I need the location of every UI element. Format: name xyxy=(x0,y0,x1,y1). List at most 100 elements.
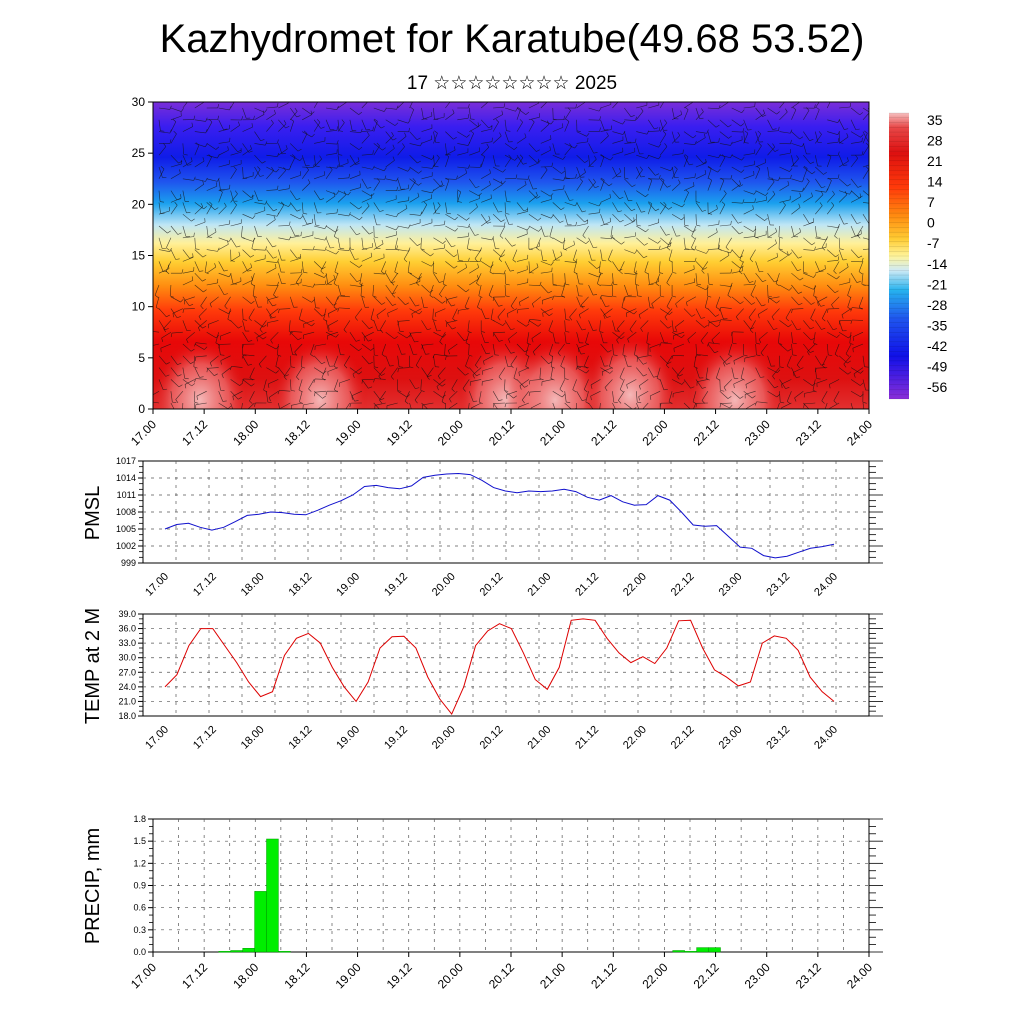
y-tick-label: 1017 xyxy=(116,456,136,466)
x-tick-label: 22.12 xyxy=(669,571,697,599)
precip-bar xyxy=(708,947,721,953)
warm-zone xyxy=(687,340,783,409)
x-tick-label: 23.12 xyxy=(764,571,792,599)
x-tick-label: 19.00 xyxy=(334,724,362,752)
chart-subtitle: 17 ☆☆☆☆☆☆☆☆ 2025 xyxy=(406,73,618,94)
x-tick-label: 20.00 xyxy=(430,724,458,752)
x-tick-label: 19.00 xyxy=(333,417,364,448)
colorbar-labels: 35 28 21 14 7 0 -7 -14 -21 -28 -35 -42 -49 -56 xyxy=(927,112,947,395)
x-tick-label: 23.00 xyxy=(742,417,773,448)
x-tick-label: 23.12 xyxy=(793,960,824,991)
colorbar-label: 0 xyxy=(927,215,935,231)
y-tick-label: 30 xyxy=(132,95,146,109)
colorbar-label: 28 xyxy=(927,133,943,149)
wind-barbs xyxy=(153,102,869,409)
x-tick-label: 24.00 xyxy=(812,571,840,599)
y-tick-label: 27.0 xyxy=(118,667,136,677)
y-tick-label: 33.0 xyxy=(118,638,136,648)
y-tick-label: 0.9 xyxy=(133,881,146,891)
x-tick-label: 17.00 xyxy=(143,724,171,752)
x-tick-label: 20.12 xyxy=(486,417,517,448)
y-tick-label: 36.0 xyxy=(118,624,136,634)
x-tick-label: 23.00 xyxy=(742,960,773,991)
colorbar-label: -14 xyxy=(927,256,947,272)
x-tick-label: 22.00 xyxy=(621,571,649,599)
x-tick-label: 18.00 xyxy=(239,571,267,599)
warm-zone xyxy=(582,335,678,409)
x-tick-label: 23.12 xyxy=(764,724,792,752)
y-tick-label: 30.0 xyxy=(118,653,136,663)
colorbar-scale xyxy=(889,113,909,399)
x-tick-label: 17.00 xyxy=(128,417,159,448)
y-tick-label: 0 xyxy=(138,402,145,416)
x-tick-label: 19.12 xyxy=(382,571,410,599)
x-tick-label: 23.12 xyxy=(793,417,824,448)
colorbar-label: -35 xyxy=(927,317,947,333)
colorbar-label: -49 xyxy=(927,358,947,374)
precip-bar xyxy=(672,950,685,953)
colorbar-label: 35 xyxy=(927,112,943,128)
colorbar-label: -42 xyxy=(927,338,947,354)
x-tick-label: 22.00 xyxy=(621,724,649,752)
temp-series-line xyxy=(164,618,835,716)
x-tick-label: 18.12 xyxy=(287,724,315,752)
pmsl-series-line xyxy=(164,472,835,559)
x-tick-label: 21.00 xyxy=(537,960,568,991)
x-tick-label: 17.00 xyxy=(143,571,171,599)
colorbar-label: -28 xyxy=(927,297,947,313)
y-tick-label: 0.3 xyxy=(133,925,146,935)
pmsl-x-axis: 17.00 17.12 18.00 18.12 19.00 19.12 20.00 20.12… xyxy=(143,571,840,599)
x-tick-label: 24.00 xyxy=(812,724,840,752)
y-tick-label: 0.0 xyxy=(133,947,146,957)
x-tick-label: 19.00 xyxy=(333,960,364,991)
precip-bar xyxy=(230,950,243,953)
x-tick-label: 21.00 xyxy=(525,724,553,752)
colorbar-label: 21 xyxy=(927,153,943,169)
x-tick-label: 23.00 xyxy=(717,724,745,752)
y-tick-label: 0.6 xyxy=(133,903,146,913)
y-tick-label: 39.0 xyxy=(118,609,136,619)
x-tick-label: 17.12 xyxy=(191,724,219,752)
x-tick-label: 18.12 xyxy=(287,571,315,599)
precip-bar xyxy=(278,951,291,953)
x-tick-label: 20.00 xyxy=(435,417,466,448)
pmsl-axis-label: PMSL xyxy=(82,486,104,540)
y-tick-label: 18.0 xyxy=(118,711,136,721)
x-tick-label: 18.12 xyxy=(281,960,312,991)
cross-section-panel: 0 5 10 15 20 25 30 17.00 17.12 18.00 18.12 19.00 19… xyxy=(128,95,875,448)
cross-section-x-axis: 17.00 17.12 18.00 18.12 19.00 19.12 20.00 20.12… xyxy=(128,409,875,448)
x-tick-label: 17.12 xyxy=(191,571,219,599)
y-tick-label: 20 xyxy=(132,197,146,211)
y-tick-label: 1.5 xyxy=(133,836,146,846)
precip-axis-label: PRECIP, mm xyxy=(82,828,104,944)
x-tick-label: 20.12 xyxy=(486,960,517,991)
y-tick-label: 10 xyxy=(132,300,146,314)
precip-bar xyxy=(254,891,267,953)
x-tick-label: 18.00 xyxy=(230,960,261,991)
y-tick-label: 1.2 xyxy=(133,858,146,868)
x-tick-label: 21.00 xyxy=(537,417,568,448)
precip-panel: 0.0 0.3 0.6 0.9 1.2 1.5 1.8 17.00 17.12 18.00 18.… xyxy=(82,814,883,991)
precip-bars xyxy=(218,838,721,953)
precip-bar xyxy=(696,947,709,953)
x-tick-label: 19.00 xyxy=(334,571,362,599)
temp-x-axis: 17.00 17.12 18.00 18.12 19.00 19.12 20.00 20.12… xyxy=(143,724,840,752)
x-tick-label: 19.12 xyxy=(382,724,410,752)
x-tick-label: 22.00 xyxy=(639,417,670,448)
cross-section-y-axis: 0 5 10 15 20 25 30 xyxy=(132,95,153,416)
x-tick-label: 20.12 xyxy=(478,724,506,752)
precip-bar xyxy=(266,838,279,953)
temp-panel: 18.0 21.0 24.0 27.0 30.0 33.0 36.0 39.0 17.00 17… xyxy=(82,608,883,752)
colorbar-label: -56 xyxy=(927,379,947,395)
x-tick-label: 22.00 xyxy=(639,960,670,991)
y-tick-label: 24.0 xyxy=(118,682,136,692)
temp-y-axis: 18.0 21.0 24.0 27.0 30.0 33.0 36.0 39.0 xyxy=(118,609,143,721)
x-tick-label: 19.12 xyxy=(384,417,415,448)
y-tick-label: 21.0 xyxy=(118,696,136,706)
y-tick-label: 1.8 xyxy=(133,814,146,824)
x-tick-label: 17.00 xyxy=(128,960,159,991)
x-tick-label: 21.12 xyxy=(573,571,601,599)
x-tick-label: 22.12 xyxy=(691,417,722,448)
temp-axis-label: TEMP at 2 M xyxy=(82,608,104,724)
